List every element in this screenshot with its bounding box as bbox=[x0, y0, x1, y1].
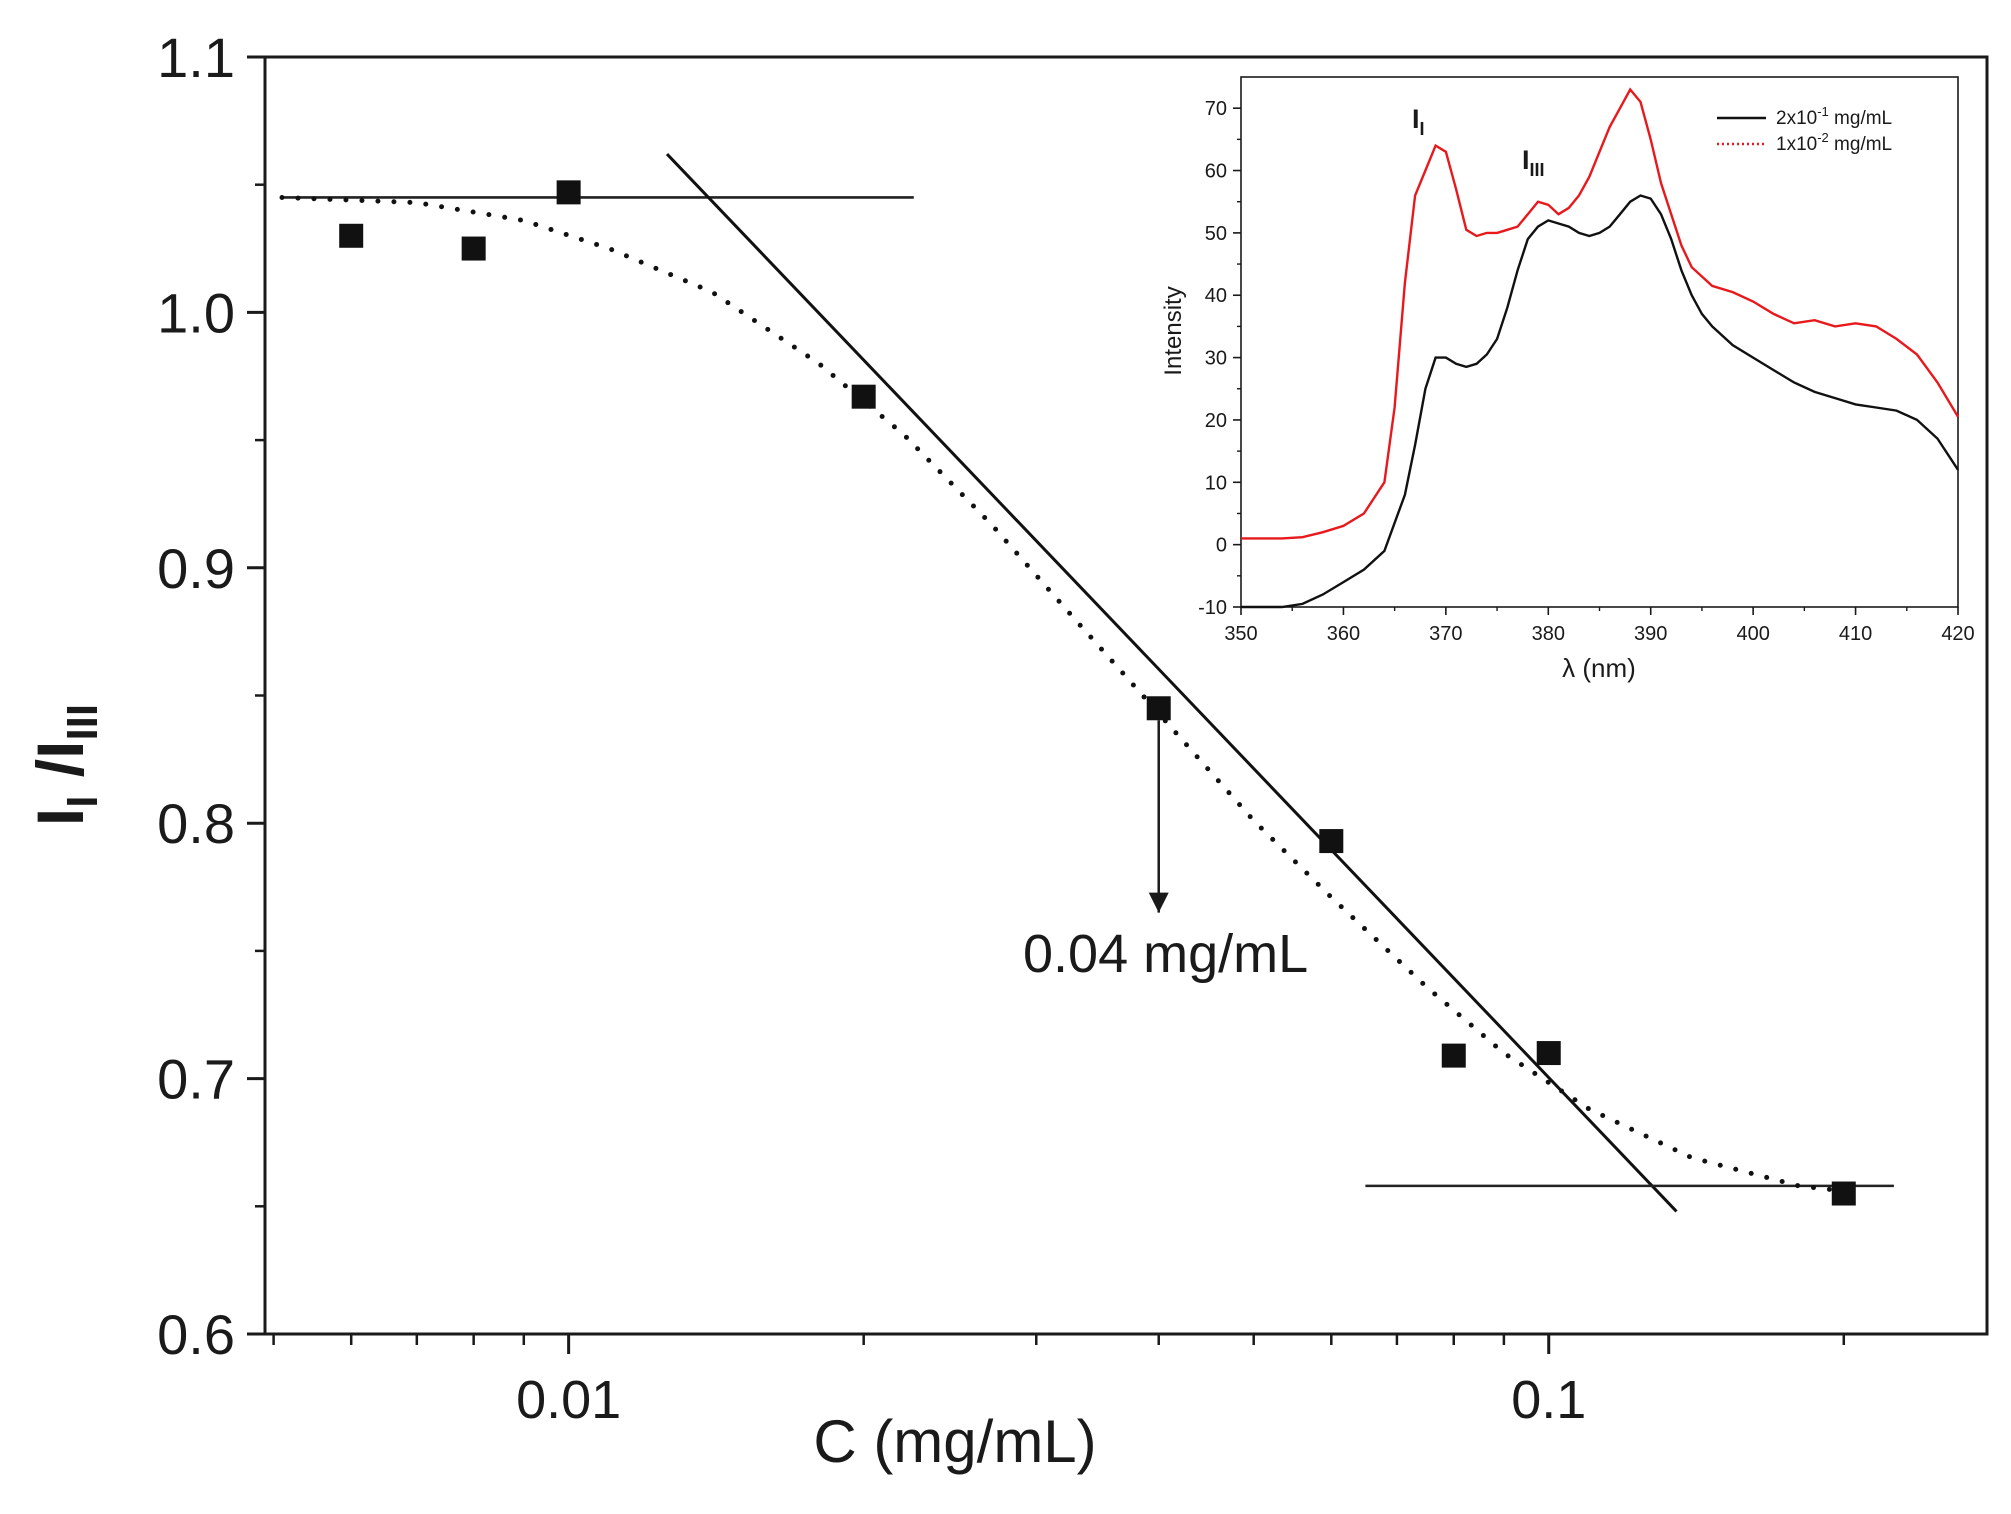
fit-lines bbox=[279, 153, 1894, 1213]
inset-x-tick-label: 380 bbox=[1532, 623, 1565, 645]
main-chart: 0.6 0.7 0.8 0.9 1.0 1.1 0.01 0.1 0.04 mg/mL C … bbox=[23, 26, 1989, 1475]
y-tick-label: 0.6 bbox=[157, 1303, 235, 1366]
inset-y-axis: -10 0 10 20 30 40 50 60 70 bbox=[1198, 98, 1241, 619]
x-tick-label: 0.01 bbox=[516, 1370, 621, 1430]
inset-y-tick-label: 50 bbox=[1205, 223, 1227, 245]
inset-y-tick-label: 40 bbox=[1205, 285, 1227, 307]
y-tick-label: 0.7 bbox=[157, 1048, 235, 1111]
data-point bbox=[461, 236, 486, 261]
inset-y-tick-label: 0 bbox=[1216, 535, 1227, 557]
sigmoid-dotted-curve bbox=[279, 195, 1847, 1194]
inset-x-axis-title: λ (nm) bbox=[1562, 653, 1636, 683]
inset-y-tick-label: 60 bbox=[1205, 161, 1227, 183]
x-axis-title: C (mg/mL) bbox=[813, 1408, 1096, 1475]
data-point bbox=[339, 223, 364, 248]
main-x-axis: 0.01 0.1 bbox=[272, 1334, 1846, 1430]
inset-legend: 2x10-1 mg/mL 1x10-2 mg/mL bbox=[1717, 104, 1892, 155]
inset-x-tick-label: 370 bbox=[1429, 623, 1462, 645]
inset-y-tick-label: 70 bbox=[1205, 98, 1227, 120]
inset-y-tick-label: -10 bbox=[1198, 597, 1227, 619]
main-plot-frame bbox=[263, 55, 1989, 1336]
inset-x-tick-label: 410 bbox=[1839, 623, 1872, 645]
y-tick-label: 1.1 bbox=[157, 26, 235, 89]
inset-y-tick-label: 30 bbox=[1205, 348, 1227, 370]
data-point bbox=[1146, 696, 1171, 721]
inset-x-tick-label: 360 bbox=[1327, 623, 1360, 645]
descending-fit-line bbox=[665, 153, 1678, 1213]
data-point bbox=[556, 180, 581, 205]
main-y-axis: 0.6 0.7 0.8 0.9 1.0 1.1 bbox=[157, 26, 265, 1366]
legend-entry-1: 1x10-2 mg/mL bbox=[1717, 130, 1892, 155]
inset-y-axis-title: Intensity bbox=[1160, 286, 1187, 375]
inset-x-axis: 350 360 370 380 390 400 410 420 bbox=[1224, 607, 1975, 645]
peak-label-I1: II bbox=[1412, 104, 1425, 139]
legend-label-black: 2x10-1 mg/mL bbox=[1776, 104, 1892, 129]
data-points bbox=[339, 180, 1856, 1206]
data-point bbox=[1831, 1181, 1856, 1206]
data-point bbox=[1441, 1043, 1466, 1068]
y-axis-title: II /IIII bbox=[23, 704, 107, 826]
y-tick-label: 1.0 bbox=[157, 281, 235, 344]
inset-y-tick-label: 10 bbox=[1205, 472, 1227, 494]
peak-label-I3: IIII bbox=[1522, 145, 1545, 180]
y-tick-label: 0.9 bbox=[157, 537, 235, 600]
legend-label-red: 1x10-2 mg/mL bbox=[1776, 130, 1892, 155]
inset-plot-frame bbox=[1240, 76, 1959, 608]
inset-x-tick-label: 420 bbox=[1941, 623, 1974, 645]
inset-x-tick-label: 350 bbox=[1224, 623, 1257, 645]
inset-x-tick-label: 400 bbox=[1736, 623, 1769, 645]
inset-x-tick-label: 390 bbox=[1634, 623, 1667, 645]
data-point bbox=[1319, 829, 1344, 854]
x-tick-label: 0.1 bbox=[1511, 1370, 1586, 1430]
inset-chart: -10 0 10 20 30 40 50 60 70 350 360 370 380 390 400 410… bbox=[1160, 76, 1975, 683]
cmc-label: 0.04 mg/mL bbox=[1023, 924, 1308, 984]
cmc-annotation: 0.04 mg/mL bbox=[1023, 720, 1308, 984]
data-point bbox=[1536, 1041, 1561, 1066]
y-tick-label: 0.8 bbox=[157, 792, 235, 855]
inset-series-red bbox=[1241, 87, 1960, 540]
data-point bbox=[851, 384, 876, 409]
inset-y-tick-label: 20 bbox=[1205, 410, 1227, 432]
legend-entry-0: 2x10-1 mg/mL bbox=[1717, 104, 1892, 129]
inset-series-black bbox=[1241, 194, 1960, 609]
